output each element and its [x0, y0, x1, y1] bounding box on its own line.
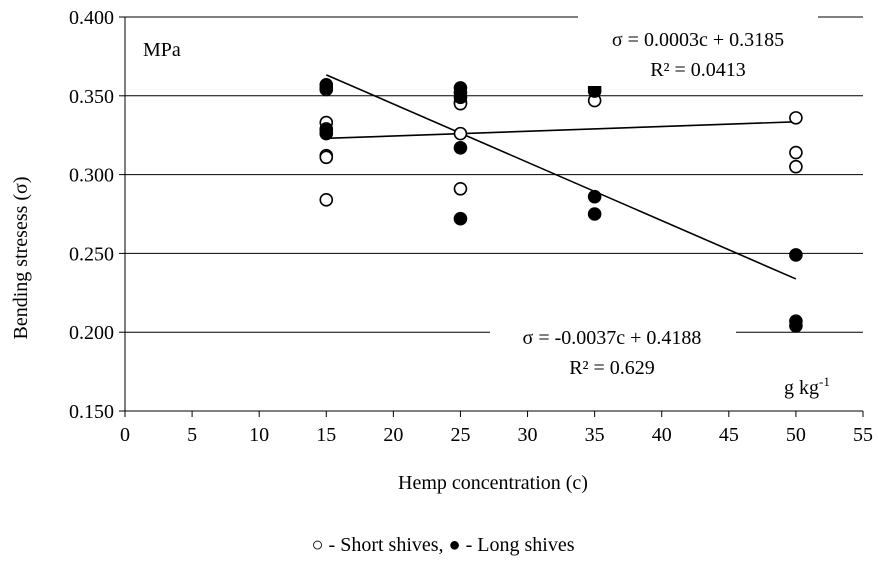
x-tick-label-6: 30 — [518, 424, 538, 446]
x-tick-label-0: 0 — [120, 424, 130, 446]
long-shives-point-7 — [453, 141, 468, 155]
short-shives-point-4 — [319, 150, 334, 165]
long-shives-point-15 — [789, 319, 803, 333]
short-shives-point-11 — [789, 111, 803, 125]
x-tick-label-11: 55 — [853, 424, 873, 446]
axes — [119, 16, 864, 417]
x-tick-label-1: 5 — [187, 424, 197, 446]
long-shives-point-8 — [453, 211, 468, 226]
x-tick-label-3: 15 — [316, 424, 336, 446]
legend-long-symbol: ● — [449, 534, 461, 556]
legend-short-label: - Short shives, — [324, 534, 449, 556]
trendlines — [325, 74, 797, 280]
long-shives-point-3 — [319, 126, 334, 141]
unit-x-exponent: -1 — [819, 374, 830, 389]
short-equation-box — [578, 8, 818, 86]
unit-x-label: g kg-1 — [784, 374, 830, 399]
long-equation-box — [490, 322, 736, 380]
y-tick-labels: 0.150 0.200 0.250 0.300 0.350 0.400 — [69, 7, 114, 423]
long-shives-point-10 — [587, 84, 602, 98]
x-tick-labels: 0 5 10 15 20 25 30 35 40 45 50 55 — [120, 424, 873, 446]
y-tick-label-1: 0.200 — [69, 322, 114, 344]
y-axis-title: Bending stresess (σ) — [10, 177, 32, 340]
short-shives-r2: R² = 0.0413 — [650, 59, 746, 81]
short-shives-equation: σ = 0.0003c + 0.3185 — [612, 29, 784, 51]
y-tick-label-2: 0.250 — [69, 243, 114, 265]
short-shives-trendline — [326, 121, 796, 140]
short-shives-point-9 — [453, 181, 468, 196]
y-tick-label-5: 0.400 — [69, 7, 114, 29]
long-shives-trendline — [325, 74, 797, 280]
y-tick-label-3: 0.300 — [69, 165, 114, 187]
legend-short-symbol: ○ — [311, 534, 323, 556]
unit-x-base: g kg — [784, 377, 819, 399]
x-axis-title: Hemp concentration (c) — [398, 472, 588, 494]
x-tick-label-8: 40 — [652, 424, 672, 446]
y-tick-label-0: 0.150 — [69, 401, 114, 423]
x-tick-label-4: 20 — [383, 424, 403, 446]
short-shives-point-5 — [319, 193, 334, 207]
long-shives-point-1 — [319, 81, 334, 95]
x-tick-label-5: 25 — [450, 424, 470, 446]
x-tick-label-10: 50 — [786, 424, 806, 446]
x-tick-label-9: 45 — [719, 424, 739, 446]
short-shives-point-13 — [789, 159, 803, 174]
long-shives-r2: R² = 0.629 — [569, 357, 655, 379]
y-tick-label-4: 0.350 — [69, 86, 114, 108]
short-shives-point-8 — [453, 126, 468, 141]
gridlines — [125, 16, 863, 333]
long-shives-point-6 — [453, 90, 468, 105]
long-shives-point-11 — [587, 189, 602, 204]
long-shives-equation: σ = -0.0037c + 0.4188 — [523, 327, 702, 349]
legend-long-label: - Long shives — [461, 534, 575, 556]
legend: ○ - Short shives, ● - Long shives — [311, 534, 574, 556]
x-tick-label-2: 10 — [249, 424, 269, 446]
long-shives-point-13 — [789, 248, 803, 262]
short-shives-point-12 — [789, 145, 803, 160]
x-tick-label-7: 35 — [585, 424, 605, 446]
unit-y-label: MPa — [143, 39, 181, 61]
data-points — [319, 77, 803, 333]
long-shives-point-12 — [587, 207, 602, 221]
